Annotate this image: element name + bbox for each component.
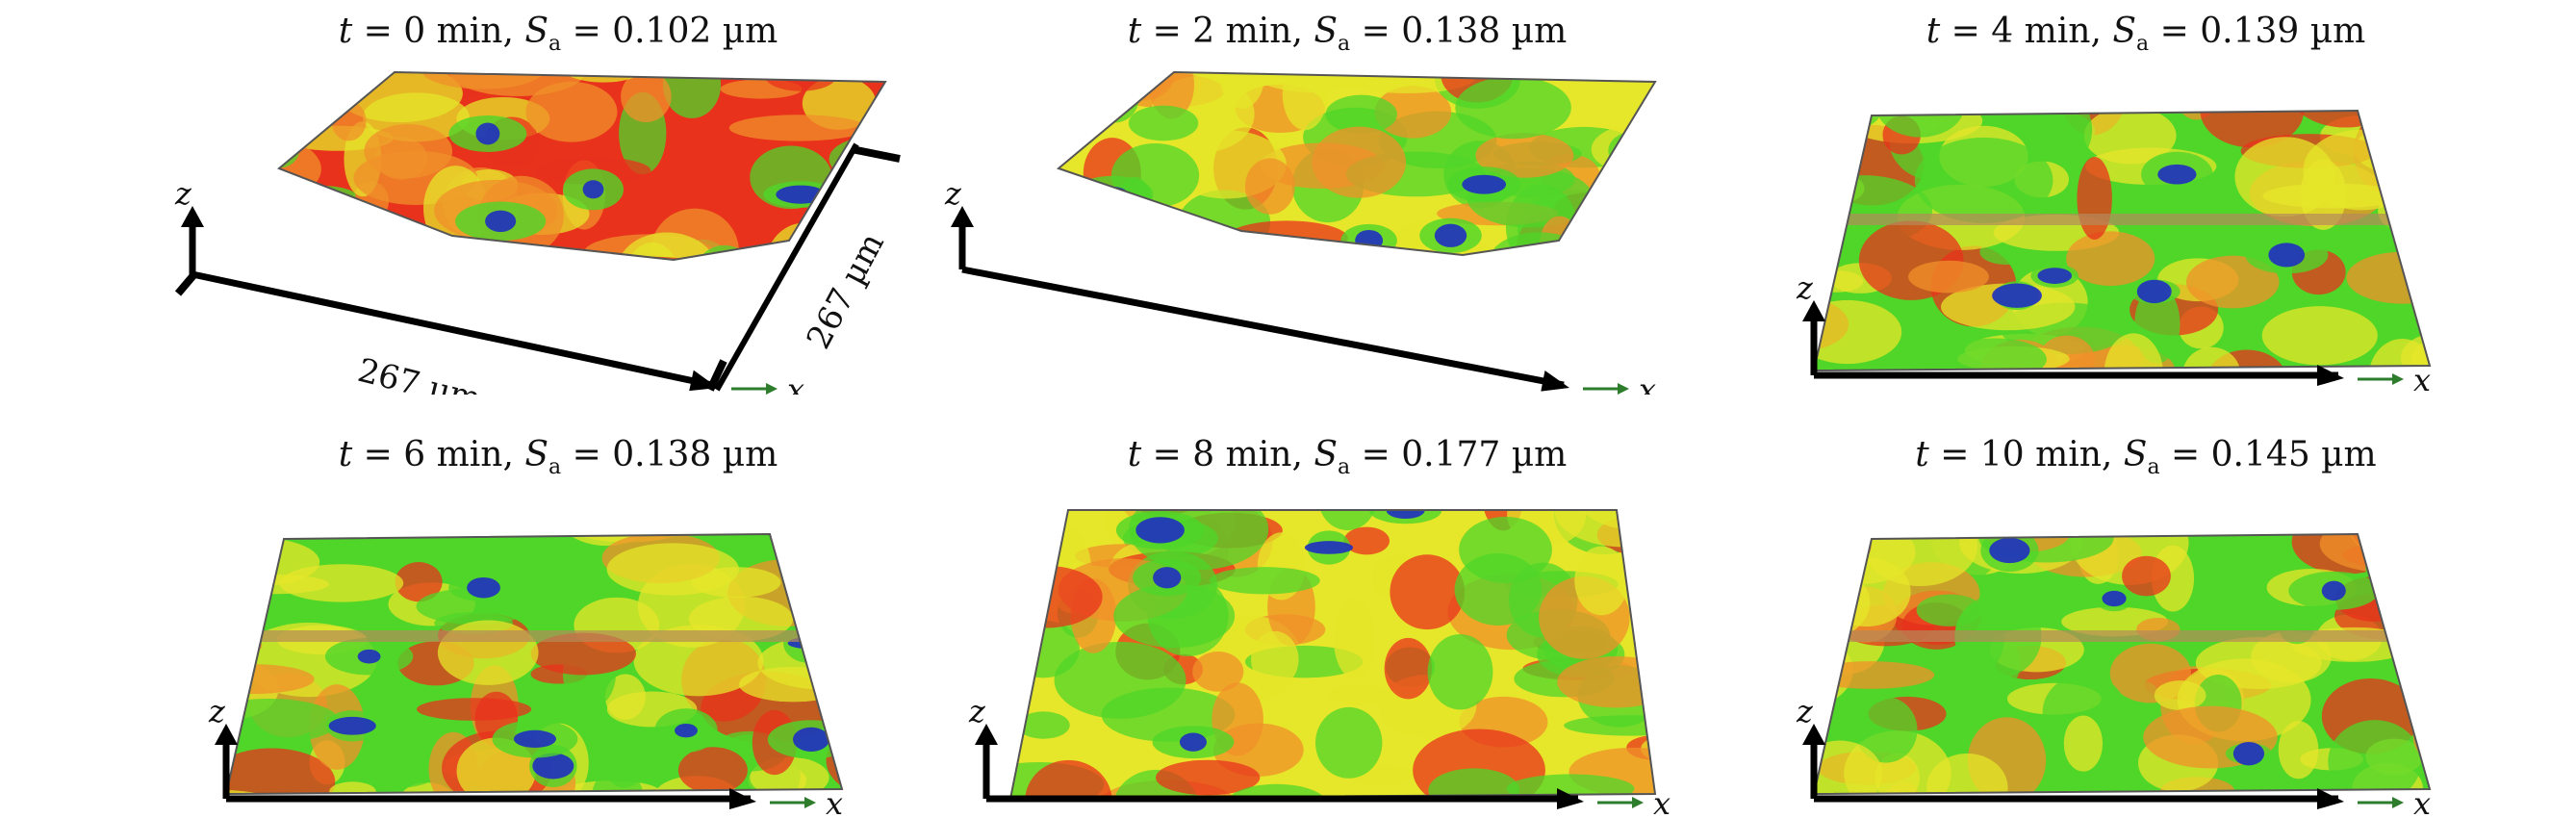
- sa-value: 0.177: [1401, 435, 1501, 474]
- surface-plot: zx: [1796, 109, 2432, 395]
- x-dimension-label: 267 µm: [354, 351, 485, 395]
- surface-plot: zx: [968, 509, 1671, 818]
- time-value: 10: [1979, 435, 2025, 474]
- panel-title: t = 4 min, Sa = 0.139 µm: [1926, 12, 2366, 57]
- panel-title: t = 10 min, Sa = 0.145 µm: [1915, 435, 2377, 480]
- z-axis-label: z: [944, 175, 962, 212]
- time-value: 6: [403, 435, 426, 474]
- surface-plot: zx: [944, 70, 1657, 395]
- time-value: 2: [1192, 12, 1215, 51]
- z-axis-label: z: [968, 693, 986, 729]
- sa-value: 0.139: [2200, 12, 2300, 51]
- surface-panel: t = 2 min, Sa = 0.138 µm z x: [924, 0, 1771, 395]
- panel-title: t = 6 min, Sa = 0.138 µm: [338, 435, 778, 480]
- panel-title: t = 0 min, Sa = 0.102 µm: [338, 12, 778, 57]
- sa-value: 0.102: [612, 12, 712, 51]
- time-value: 8: [1192, 435, 1215, 474]
- sa-value: 0.138: [1401, 12, 1501, 51]
- surface-plot: zx: [208, 532, 844, 818]
- x-axis-label: x: [826, 785, 843, 818]
- time-value: 0: [403, 12, 426, 51]
- surface-panel: t = 6 min, Sa = 0.138 µm z x: [135, 423, 982, 818]
- z-axis-label: z: [174, 175, 192, 212]
- z-axis-label: z: [1796, 269, 1814, 306]
- x-axis-label: x: [2413, 362, 2431, 395]
- z-axis-label: z: [208, 693, 226, 729]
- surface-panel: t = 10 min, Sa = 0.145 µm z x: [1722, 423, 2569, 818]
- x-axis-label: x: [787, 371, 804, 395]
- surface-panel: t = 0 min, Sa = 0.102 µm z x 267 µm 267 µm: [135, 0, 982, 395]
- surface-plot: z x 267 µm 267 µm: [174, 70, 901, 395]
- x-axis-label: x: [2413, 785, 2431, 818]
- time-value: 4: [1991, 12, 2014, 51]
- y-dimension-label: 267 µm: [800, 227, 892, 356]
- x-axis-label: x: [1639, 371, 1656, 395]
- z-axis-label: z: [1796, 693, 1814, 729]
- surface-panel: t = 4 min, Sa = 0.139 µm z x: [1722, 0, 2569, 395]
- sa-value: 0.145: [2210, 435, 2310, 474]
- panel-title: t = 2 min, Sa = 0.138 µm: [1127, 12, 1568, 57]
- surface-panel: t = 8 min, Sa = 0.177 µm z x: [924, 423, 1771, 818]
- panel-title: t = 8 min, Sa = 0.177 µm: [1127, 435, 1568, 480]
- sa-value: 0.138: [612, 435, 712, 474]
- x-axis-label: x: [1653, 785, 1671, 818]
- surface-plot: zx: [1796, 532, 2432, 818]
